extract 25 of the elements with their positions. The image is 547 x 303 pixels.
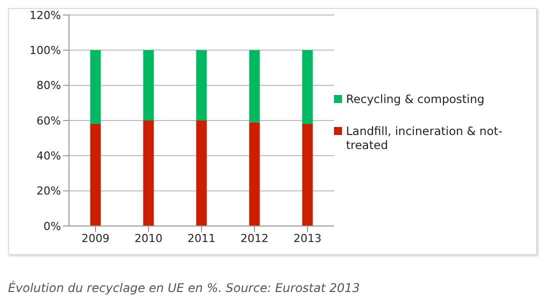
text: Évolution du recyclage en UE en %. Source: Eurostat 2013: [8, 281, 361, 295]
x-tick-label: 2009: [82, 232, 110, 245]
bar: [302, 50, 313, 124]
x-tick-label: 2013: [294, 232, 322, 245]
y-tick-label: 80%: [36, 79, 61, 92]
bar: [90, 124, 101, 226]
y-tick-label: 100%: [30, 44, 61, 58]
bar: [143, 120, 154, 226]
x-tick-label: 2011: [188, 232, 216, 245]
y-tick-label: 40%: [36, 150, 61, 163]
y-tick-label: 20%: [36, 184, 61, 198]
bar: [90, 50, 101, 124]
y-tick-label: 60%: [36, 114, 61, 128]
legend-label: Landfill, incineration & not-treated: [346, 124, 504, 152]
bar: [196, 120, 207, 226]
bar: [249, 122, 260, 226]
bar: [196, 50, 207, 120]
legend-label: Recycling & composting: [346, 92, 484, 106]
bar: [302, 124, 313, 226]
y-tick-label: 0%: [44, 220, 61, 233]
bar: [143, 50, 154, 120]
y-tick-label: 120%: [30, 8, 61, 22]
bar: [249, 50, 260, 122]
x-tick-label: 2012: [240, 232, 268, 245]
x-tick-label: 2010: [134, 232, 162, 245]
